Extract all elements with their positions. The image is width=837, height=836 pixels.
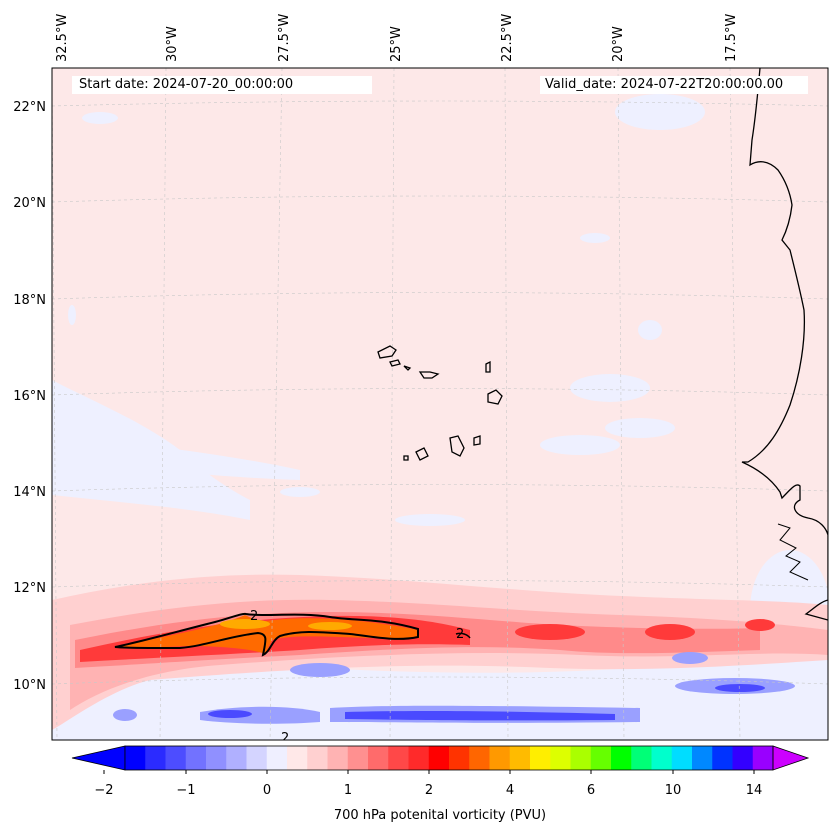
lat-label: 18°N	[13, 293, 46, 308]
colorbar-swatch	[712, 746, 733, 770]
island-brava	[403, 455, 409, 461]
lat-label: 20°N	[13, 196, 46, 211]
colorbar-swatch	[408, 746, 430, 770]
lat-label: 10°N	[13, 678, 46, 693]
colorbar-over-arrow	[772, 745, 810, 771]
start-date-label: Start date: 2024-07-20_00:00:00	[72, 76, 372, 94]
contour-label: 2	[456, 627, 464, 642]
colorbar-swatch	[550, 746, 571, 770]
lon-label: 22.5°W	[500, 14, 515, 62]
colorbar-swatch	[530, 746, 551, 770]
latitude-labels: 22°N 20°N 18°N 16°N 14°N 12°N 10°N	[13, 100, 46, 693]
colorbar-swatch	[752, 746, 774, 770]
colorbar-tick-label: 6	[587, 783, 595, 798]
colorbar-swatch	[388, 746, 409, 770]
colorbar-frame	[124, 745, 774, 771]
island-boa-vista	[487, 389, 503, 405]
colorbar-swatch	[631, 746, 652, 770]
island-santiago	[449, 435, 465, 457]
pv-2-contour-small	[455, 632, 471, 639]
colorbar-swatch	[165, 746, 187, 770]
negative-pv-core	[208, 684, 765, 721]
colorbar-swatch	[732, 746, 754, 770]
colorbar-tick-label: 10	[665, 783, 682, 798]
colorbar-swatch	[145, 746, 166, 770]
graticule	[52, 68, 828, 740]
island-sao-nicolau	[418, 371, 440, 379]
map-field: 2 2 2	[52, 68, 828, 746]
island-santa-luzia	[403, 365, 412, 371]
guinea-bissau-coast	[777, 523, 809, 581]
colorbar-swatch	[327, 746, 349, 770]
colorbar-tick-label: 14	[746, 783, 763, 798]
colorbar-swatch	[206, 746, 227, 770]
colorbar-tick-labels: −2 −1 0 1 2 4 6 10 14	[94, 783, 762, 798]
colorbar-swatch	[692, 746, 713, 770]
island-santo-antao	[377, 345, 397, 359]
lat-label: 16°N	[13, 389, 46, 404]
lon-label: 27.5°W	[277, 14, 292, 62]
lon-label: 20°W	[611, 26, 626, 62]
lon-label: 30°W	[165, 26, 180, 62]
colorbar-swatch	[246, 746, 268, 770]
colorbar-swatch	[590, 746, 612, 770]
pv-2-contour	[114, 612, 419, 657]
valid-date-label: Valid_date: 2024-07-22T20:00:00.00	[540, 76, 808, 94]
lat-label: 12°N	[13, 581, 46, 596]
colorbar	[71, 745, 810, 774]
colorbar-swatch	[185, 746, 207, 770]
colorbar-tick-label: −1	[176, 783, 195, 798]
lon-label: 25°W	[389, 26, 404, 62]
island-maio	[473, 435, 481, 446]
longitude-labels: 32.5°W 30°W 27.5°W 25°W 22.5°W 20°W 17.5…	[55, 14, 739, 62]
colorbar-swatch	[428, 746, 450, 770]
colorbar-tick-label: 2	[425, 783, 433, 798]
lat-label: 14°N	[13, 485, 46, 500]
colorbar-swatch	[125, 746, 146, 770]
colorbar-swatch	[469, 746, 490, 770]
colorbar-under-arrow	[71, 745, 126, 771]
colorbar-swatch	[489, 746, 511, 770]
colorbar-swatch	[449, 746, 470, 770]
colorbar-swatch	[368, 746, 389, 770]
colorbar-swatch	[266, 746, 288, 770]
colorbar-swatch	[651, 746, 673, 770]
lon-label: 32.5°W	[55, 14, 70, 62]
colorbar-tick-label: 1	[344, 783, 352, 798]
lat-label: 22°N	[13, 100, 46, 115]
african-coastline	[741, 68, 828, 621]
lon-label: 17.5°W	[724, 14, 739, 62]
contour-label: 2	[250, 609, 258, 624]
contour-label: 2	[281, 731, 289, 746]
colorbar-swatch	[287, 746, 308, 770]
island-sal	[485, 360, 491, 373]
island-fogo	[415, 447, 429, 461]
colorbar-swatch	[570, 746, 592, 770]
colorbar-swatch	[671, 746, 693, 770]
colorbar-tick-label: 0	[263, 783, 271, 798]
colorbar-swatch	[226, 746, 247, 770]
cape-verde-islands	[377, 345, 503, 461]
pv-band-peak	[220, 619, 352, 630]
colorbar-swatch	[509, 746, 531, 770]
colorbar-swatch	[611, 746, 632, 770]
island-sao-vicente	[389, 359, 401, 367]
colorbar-title: 700 hPa potenital vorticity (PVU)	[333, 808, 547, 823]
colorbar-swatch	[347, 746, 369, 770]
colorbar-tick-label: −2	[94, 783, 113, 798]
colorbar-tick-label: 4	[506, 783, 514, 798]
map-border	[51, 67, 829, 741]
colorbar-swatch	[307, 746, 328, 770]
